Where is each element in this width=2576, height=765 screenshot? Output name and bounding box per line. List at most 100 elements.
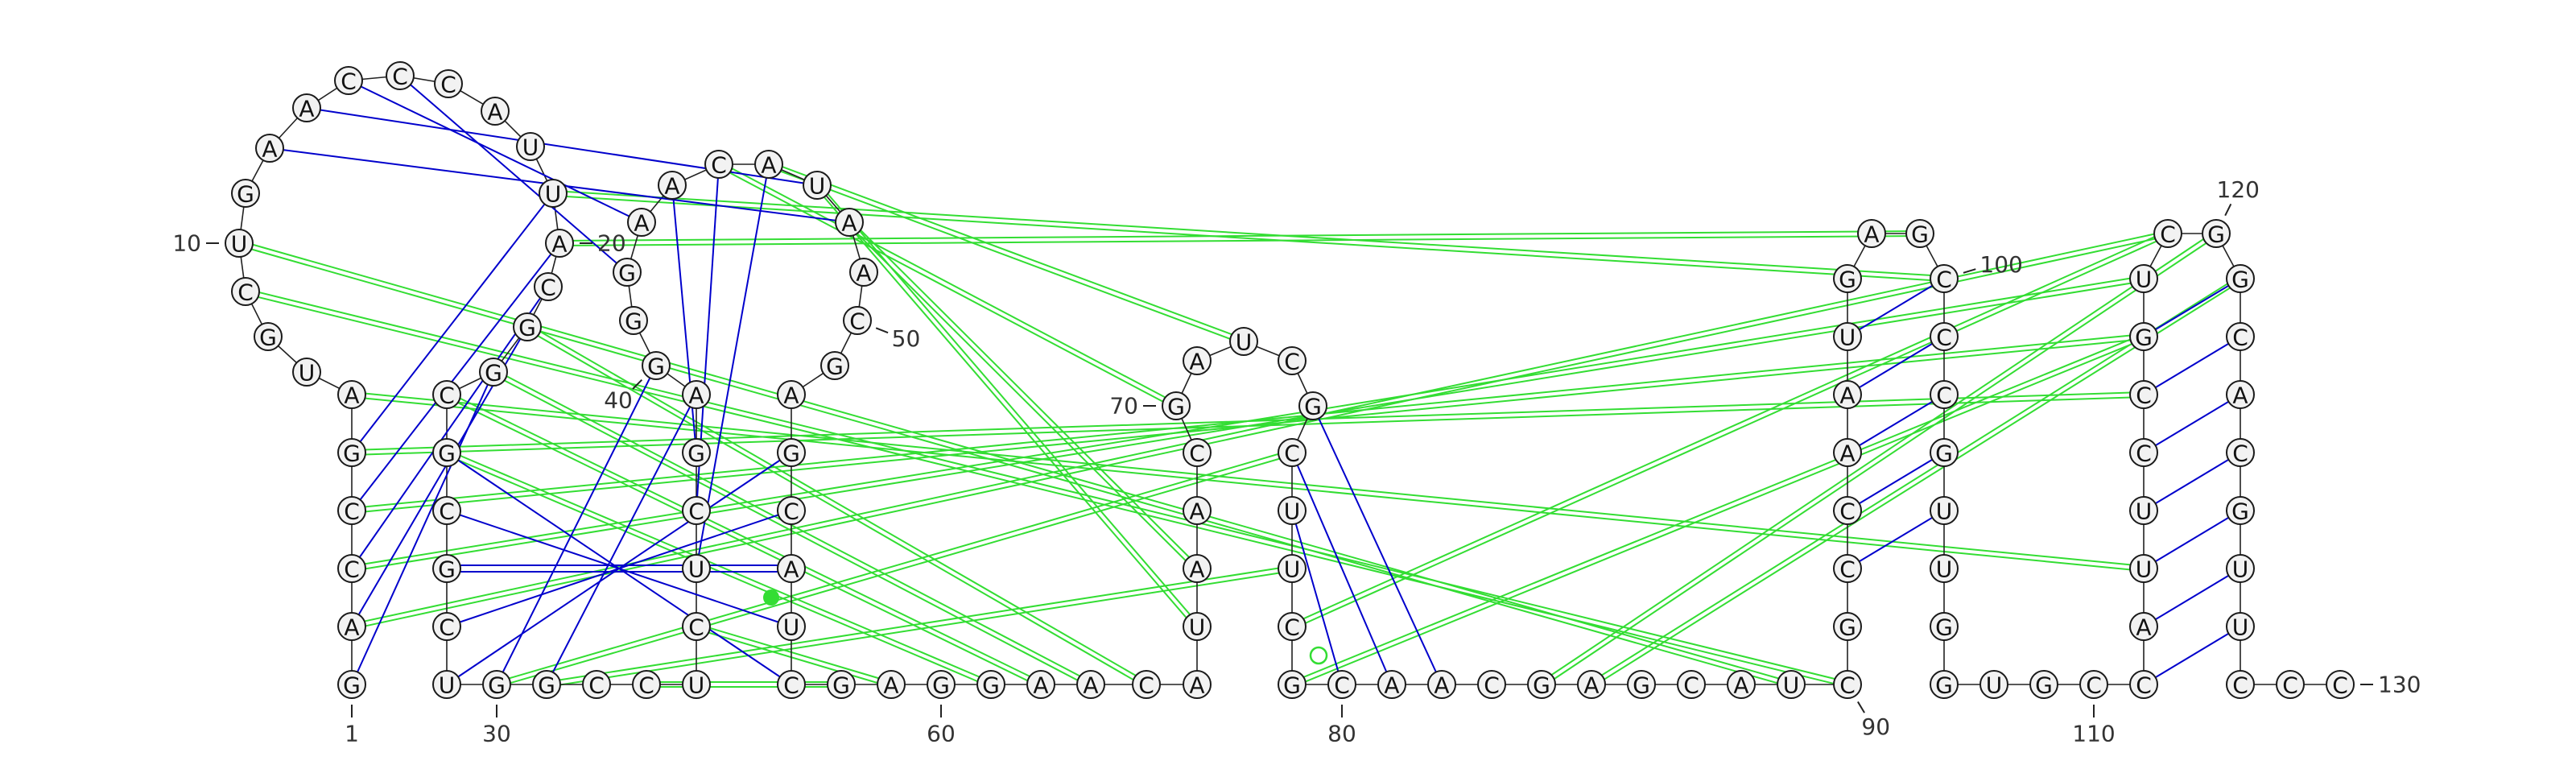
- nucleotide-letter: C: [1138, 672, 1154, 699]
- nucleotide: C: [386, 61, 415, 90]
- nucleotide: A: [658, 171, 687, 200]
- nucleotide-circle: [2129, 496, 2158, 525]
- nucleotide: G: [1298, 391, 1327, 420]
- nucleotide-circle: [1183, 438, 1212, 467]
- position-label: 30: [482, 721, 511, 747]
- nucleotide-circle: [231, 277, 260, 306]
- nucleotide-circle: [2079, 670, 2108, 699]
- nucleotide-letter: G: [2035, 672, 2053, 699]
- nucleotide: C: [2129, 438, 2158, 467]
- long-range-pair-line: [2143, 278, 2241, 337]
- nucleotide-circle: [254, 322, 283, 351]
- nucleotide: U: [1229, 327, 1258, 356]
- interaction-marker-filled: [763, 589, 779, 606]
- nucleotide: G: [927, 670, 956, 699]
- tertiary-interaction-line: [818, 183, 1200, 626]
- nucleotide: G: [532, 670, 561, 699]
- nucleotide: G: [1833, 264, 1862, 293]
- nucleotide-letter: G: [1633, 672, 1650, 699]
- nucleotide-letter: U: [1936, 556, 1953, 583]
- nucleotide-letter: C: [2232, 440, 2248, 467]
- nucleotide: C: [843, 306, 872, 335]
- tertiary-interaction-line: [552, 194, 1944, 282]
- nucleotide-letter: C: [439, 498, 455, 525]
- nucleotide-circle: [534, 272, 563, 301]
- nucleotide: C: [534, 272, 563, 301]
- position-tick: [875, 327, 889, 334]
- nucleotide-letter: A: [1189, 498, 1204, 525]
- nucleotide-letter: C: [392, 64, 408, 90]
- nucleotide: C: [1278, 612, 1307, 641]
- nucleotide-letter: G: [687, 440, 705, 467]
- nucleotide-circle: [337, 380, 366, 409]
- nucleotide: C: [337, 496, 366, 525]
- nucleotide-circle: [334, 66, 363, 95]
- nucleotide-circle: [432, 496, 461, 525]
- nucleotide-letter: C: [540, 275, 556, 301]
- nucleotide-letter: U: [545, 181, 562, 208]
- nucleotide-letter: C: [1284, 349, 1300, 375]
- nucleotide-circle: [1833, 438, 1862, 467]
- nucleotide-letter: G: [518, 315, 536, 341]
- nucleotide-letter: U: [439, 672, 456, 699]
- nucleotide-circle: [1930, 496, 1959, 525]
- nucleotide-letter: G: [647, 354, 665, 380]
- nucleotide: U: [1833, 322, 1862, 351]
- nucleotide: C: [582, 670, 611, 699]
- position-tick: [1963, 268, 1976, 274]
- nucleotide: G: [820, 351, 849, 380]
- nucleotide-circle: [432, 612, 461, 641]
- nucleotide-letter: A: [344, 382, 359, 409]
- nucleotide: G: [2202, 219, 2231, 248]
- nucleotide-letter: C: [1839, 672, 1856, 699]
- nucleotide-letter: G: [2231, 267, 2249, 293]
- nucleotide-letter: C: [440, 72, 456, 98]
- nucleotide: G: [2129, 322, 2158, 351]
- nucleotide: G: [432, 438, 461, 467]
- nucleotide: A: [545, 229, 574, 258]
- nucleotide-circle: [2202, 219, 2231, 248]
- nucleotide-circle: [777, 612, 806, 641]
- nucleotide: A: [337, 380, 366, 409]
- nucleotide-letter: C: [711, 152, 727, 179]
- nucleotide: C: [2129, 670, 2158, 699]
- nucleotide-letter: C: [1284, 440, 1300, 467]
- nucleotide-letter: A: [1839, 440, 1855, 467]
- nucleotide-circle: [820, 351, 849, 380]
- tertiary-interaction-line: [445, 395, 1041, 688]
- nucleotide: A: [1727, 670, 1756, 699]
- nucleotide-circle: [2226, 380, 2255, 409]
- nucleotide-letter: U: [231, 231, 248, 258]
- nucleotide-letter: A: [551, 231, 567, 258]
- long-range-pair-line: [1291, 452, 1393, 685]
- nucleotide-circle: [1857, 219, 1886, 248]
- position-label: 50: [892, 325, 921, 352]
- nucleotide-letter: C: [1839, 556, 1856, 583]
- long-range-pair-line: [1847, 278, 1945, 337]
- position-tick: [2224, 203, 2232, 217]
- nucleotide-letter: C: [849, 308, 865, 335]
- nucleotide-letter: U: [1236, 329, 1253, 356]
- nucleotide: U: [2129, 496, 2158, 525]
- nucleotide-circle: [777, 496, 806, 525]
- nucleotide-circle: [582, 670, 611, 699]
- nucleotide: C: [1930, 322, 1959, 351]
- nucleotide-circle: [1905, 219, 1934, 248]
- nucleotide-letter: U: [1284, 556, 1301, 583]
- nucleotide-letter: C: [439, 614, 455, 641]
- nucleotide-circle: [337, 554, 366, 583]
- nucleotide-letter: A: [1733, 672, 1748, 699]
- nucleotide: G: [513, 312, 542, 341]
- nucleotide: C: [337, 554, 366, 583]
- nucleotide-circle: [1833, 322, 1862, 351]
- nucleotide-circle: [292, 93, 321, 122]
- nucleotide: G: [1833, 612, 1862, 641]
- nucleotide-letter: G: [1935, 672, 1953, 699]
- nucleotide: A: [682, 380, 711, 409]
- nucleotide-circle: [2153, 219, 2182, 248]
- nucleotide-circle: [1377, 670, 1406, 699]
- nucleotide: U: [292, 358, 321, 387]
- nucleotide: G: [1278, 670, 1307, 699]
- nucleotide: C: [682, 496, 711, 525]
